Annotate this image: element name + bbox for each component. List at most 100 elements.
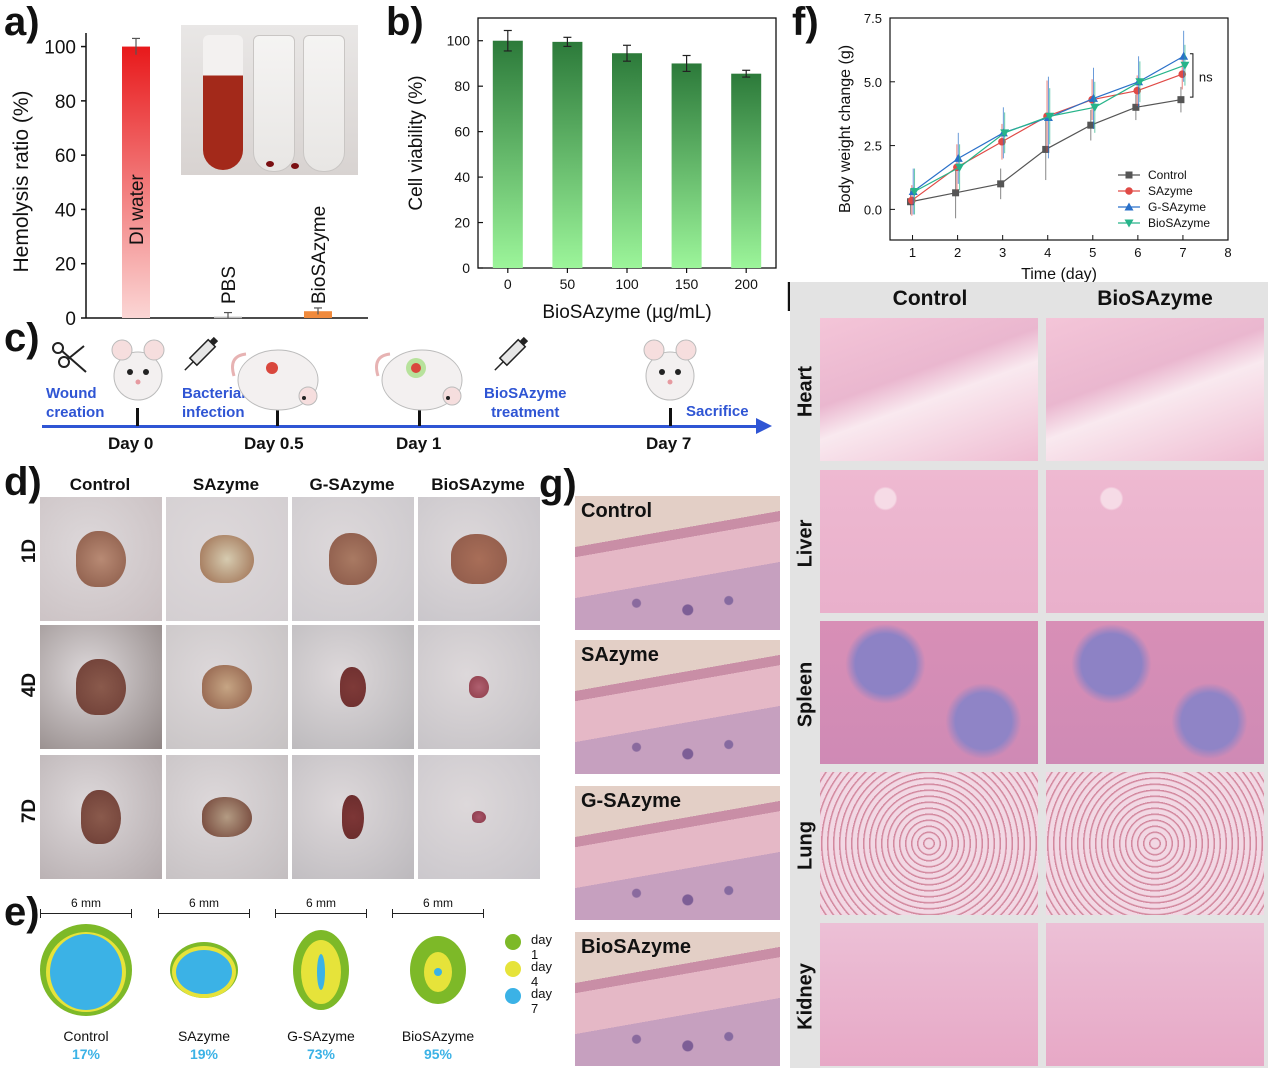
f-point-Control <box>1132 103 1140 111</box>
wound-mark <box>329 533 377 585</box>
wound-trace-SAzyme <box>170 942 238 998</box>
wound-mark <box>202 665 252 709</box>
skin-histology-Control: Control <box>575 496 780 630</box>
scale-bar-end <box>366 909 367 918</box>
b-xtick-label: 200 <box>735 276 759 292</box>
f-point-BioSAzyme <box>1090 103 1100 112</box>
b-ytick-label: 80 <box>454 78 470 94</box>
f-xtick-label: 8 <box>1224 245 1231 260</box>
wound-photo-7D-SAzyme <box>166 755 288 879</box>
f-point-Control <box>997 180 1005 188</box>
trace-day7 <box>50 934 122 1010</box>
b-xtick-label: 0 <box>504 276 512 292</box>
a-bar-0 <box>122 46 150 318</box>
organ-histology-Kidney-Control <box>820 923 1038 1066</box>
h-col-biosazyme: BioSAzyme <box>1097 287 1213 310</box>
a-ytick-label: 40 <box>55 200 76 221</box>
trace-group-name: G-SAzyme <box>287 1028 355 1044</box>
f-point-BioSAzyme <box>910 188 920 197</box>
trace-group-name: BioSAzyme <box>401 1028 475 1044</box>
f-ns-label: ns <box>1199 70 1213 85</box>
b-xtick-label: 150 <box>675 276 699 292</box>
a-ylabel: Hemolysis ratio (%) <box>10 90 33 272</box>
wound-mark <box>472 811 486 823</box>
f-ytick-label: 7.5 <box>864 11 882 26</box>
b-bar-4 <box>731 73 762 268</box>
d-col-gsazyme: G-SAzyme <box>309 475 395 494</box>
a-ytick-label: 100 <box>44 38 76 59</box>
f-point-BioSAzyme <box>1135 78 1145 87</box>
wound-photo-7D-G-SAzyme <box>292 755 414 879</box>
f-point-BioSAzyme <box>1045 112 1055 121</box>
panel-label-f: f) <box>792 0 819 44</box>
wound-mark <box>76 531 126 587</box>
organ-histology-Heart-Control <box>820 318 1038 461</box>
b-ytick-label: 60 <box>454 124 470 140</box>
f-point-Control <box>952 189 960 197</box>
mouse-icon-treated <box>375 349 463 411</box>
step-sacrifice: Sacrifice <box>686 403 749 420</box>
f-ytick-label: 0.0 <box>864 202 882 217</box>
h-row-Liver: Liver <box>794 519 817 568</box>
legend-dot-day1 <box>505 934 521 950</box>
organ-histology-Heart-BioSAzyme <box>1046 318 1264 461</box>
scale-bar <box>392 913 484 914</box>
trace-day7 <box>176 950 232 994</box>
wound-mark <box>202 797 252 837</box>
f-xtick-label: 4 <box>1044 245 1051 260</box>
f-point-G-SAzyme <box>1179 51 1189 60</box>
f-legend-label-0: Control <box>1148 168 1187 182</box>
scale-bar-end <box>392 909 393 918</box>
trace-group-pct: 19% <box>189 1046 219 1062</box>
legend-label-day1: day 1 <box>531 932 552 962</box>
f-point-Control <box>1177 96 1185 104</box>
f-xtick-label: 3 <box>999 245 1006 260</box>
f-xtick-label: 7 <box>1179 245 1186 260</box>
wound-trace-G-SAzyme <box>293 930 349 1010</box>
skin-histology-G-SAzyme: G-SAzyme <box>575 786 780 920</box>
b-ytick-label: 40 <box>454 169 470 185</box>
wound-photo-4D-SAzyme <box>166 625 288 749</box>
day-label-7: Day 7 <box>646 434 692 453</box>
d-row-4d: 4D <box>19 672 40 698</box>
a-bar-label-0: DI water <box>127 174 148 245</box>
d-row-1d: 1D <box>19 538 40 564</box>
scale-bar <box>275 913 367 914</box>
timeline: Day 0 Day 0.5 Day 1 Day 7 Wound creation … <box>0 330 790 460</box>
trace-group-name: Control <box>63 1028 109 1044</box>
panel-label-a: a) <box>4 0 40 44</box>
wound-mark <box>469 676 489 698</box>
skin-histology-BioSAzyme: BioSAzyme <box>575 932 780 1066</box>
scissors-icon <box>52 342 87 373</box>
cell-viability-chart: 0 20 40 60 80 100 0 50 100 150 200 BioSAzyme (µg/mL… <box>406 17 777 323</box>
wound-mark <box>340 667 366 707</box>
f-ytick-label: 2.5 <box>864 139 882 154</box>
wound-mark <box>451 534 507 584</box>
f-legend-label-1: SAzyme <box>1148 184 1193 198</box>
wound-photo-7D-BioSAzyme <box>418 755 540 879</box>
f-xtick-label: 6 <box>1134 245 1141 260</box>
legend-dot-day7 <box>505 988 521 1004</box>
organ-histology-Kidney-BioSAzyme <box>1046 923 1264 1066</box>
day-label-0-5: Day 0.5 <box>244 434 304 453</box>
b-ytick-label: 100 <box>447 33 471 49</box>
wound-trace-Control <box>40 924 132 1016</box>
b-xlabel: BioSAzyme (µg/mL) <box>542 302 711 323</box>
scale-bar-label: 6 mm <box>306 896 336 910</box>
f-frame <box>889 17 1229 241</box>
skin-histology-SAzyme: SAzyme <box>575 640 780 774</box>
skin-histology-label: Control <box>581 500 653 522</box>
step-wound-creation: Wound creation <box>46 385 105 421</box>
scale-bar-end <box>158 909 159 918</box>
f-legend-marker <box>1124 202 1134 211</box>
scale-bar-label: 6 mm <box>71 896 101 910</box>
f-point-G-SAzyme <box>953 153 963 162</box>
scale-bar-label: 6 mm <box>423 896 453 910</box>
organ-histology-Liver-BioSAzyme <box>1046 470 1264 613</box>
trace-day7 <box>434 968 442 976</box>
skin-histology-label: G-SAzyme <box>581 790 682 812</box>
d-row-7d: 7D <box>19 798 40 824</box>
scale-bar-end <box>483 909 484 918</box>
organ-histology-Lung-Control <box>820 772 1038 915</box>
scale-bar-end <box>131 909 132 918</box>
